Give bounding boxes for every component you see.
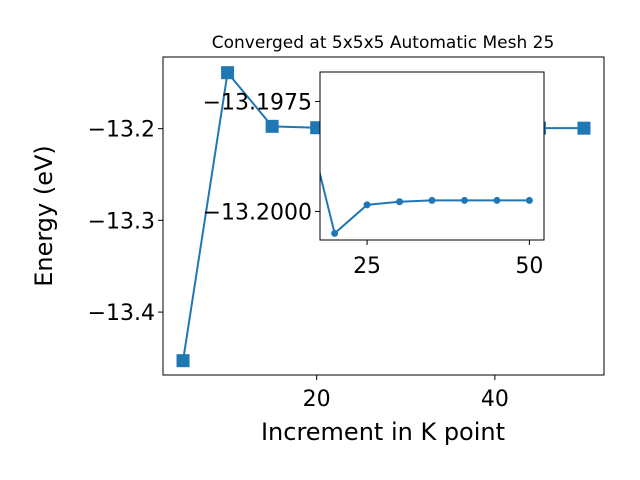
main-axes: 20 40 −13.2 −13.3 −13.4	[88, 118, 509, 412]
inset-x-tick-label: 50	[515, 254, 543, 279]
inset-data-point	[428, 196, 436, 204]
main-data-point	[176, 354, 190, 368]
inset-data-point	[525, 196, 533, 204]
main-y-tick-label: −13.4	[88, 301, 155, 326]
inset-plot-marks	[320, 169, 533, 237]
inset-data-point	[493, 196, 501, 204]
inset-x-tick-label: 25	[353, 254, 381, 279]
inset-y-tick-label: −13.2000	[203, 200, 312, 225]
main-y-tick-label: −13.3	[88, 209, 155, 234]
y-axis-label: Energy (eV)	[30, 145, 58, 287]
main-x-tick-label: 40	[481, 387, 509, 412]
inset-data-point	[363, 201, 371, 209]
main-data-point	[221, 66, 235, 80]
inset-data-point	[396, 198, 404, 206]
inset-axes: 25 50 −13.2000 −13.1975	[203, 90, 544, 279]
main-x-tick-label: 20	[303, 387, 331, 412]
inset-series-line	[320, 169, 530, 236]
inset-data-point	[331, 229, 339, 237]
chart-title: Converged at 5x5x5 Automatic Mesh 25	[212, 33, 555, 53]
main-data-point	[265, 119, 279, 133]
inset-data-point	[460, 196, 468, 204]
inset-y-tick-label: −13.1975	[203, 90, 312, 115]
main-plot-frame	[162, 56, 605, 376]
main-data-point	[577, 121, 591, 135]
inset-plot-frame	[319, 71, 545, 241]
inset-background	[320, 72, 544, 240]
main-y-tick-label: −13.2	[88, 118, 155, 143]
x-axis-label: Increment in K point	[261, 418, 505, 446]
